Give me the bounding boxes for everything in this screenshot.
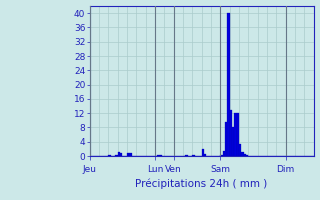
Bar [234,113,236,156]
Bar [229,110,232,156]
Bar [157,155,160,156]
X-axis label: Précipitations 24h ( mm ): Précipitations 24h ( mm ) [135,178,268,189]
Bar [223,151,225,156]
Bar [227,13,230,156]
Bar [129,153,132,156]
Bar [185,155,188,156]
Bar [127,153,129,156]
Bar [160,155,162,156]
Bar [115,155,118,156]
Bar [108,155,111,156]
Bar [120,153,122,156]
Bar [225,122,227,156]
Bar [244,154,246,156]
Bar [192,155,195,156]
Bar [241,152,244,156]
Bar [202,149,204,156]
Bar [220,155,223,156]
Bar [204,154,206,156]
Bar [118,152,120,156]
Bar [239,144,241,156]
Bar [246,155,248,156]
Bar [236,113,239,156]
Bar [232,127,234,156]
